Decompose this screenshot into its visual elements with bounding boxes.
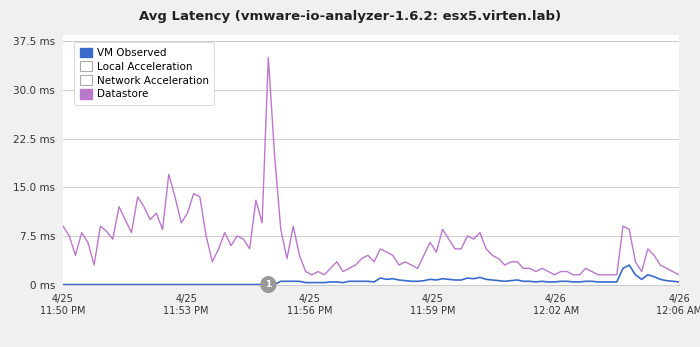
Legend: VM Observed, Local Acceleration, Network Acceleration, Datastore: VM Observed, Local Acceleration, Network… [74, 42, 214, 105]
Text: Avg Latency (vmware-io-analyzer-1.6.2: esx5.virten.lab): Avg Latency (vmware-io-analyzer-1.6.2: e… [139, 10, 561, 23]
Circle shape [261, 277, 276, 292]
Text: 1: 1 [265, 280, 272, 289]
